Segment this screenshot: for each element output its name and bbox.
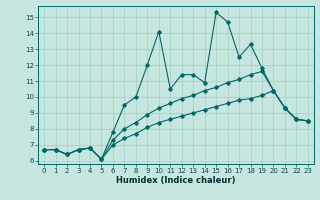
X-axis label: Humidex (Indice chaleur): Humidex (Indice chaleur): [116, 176, 236, 185]
